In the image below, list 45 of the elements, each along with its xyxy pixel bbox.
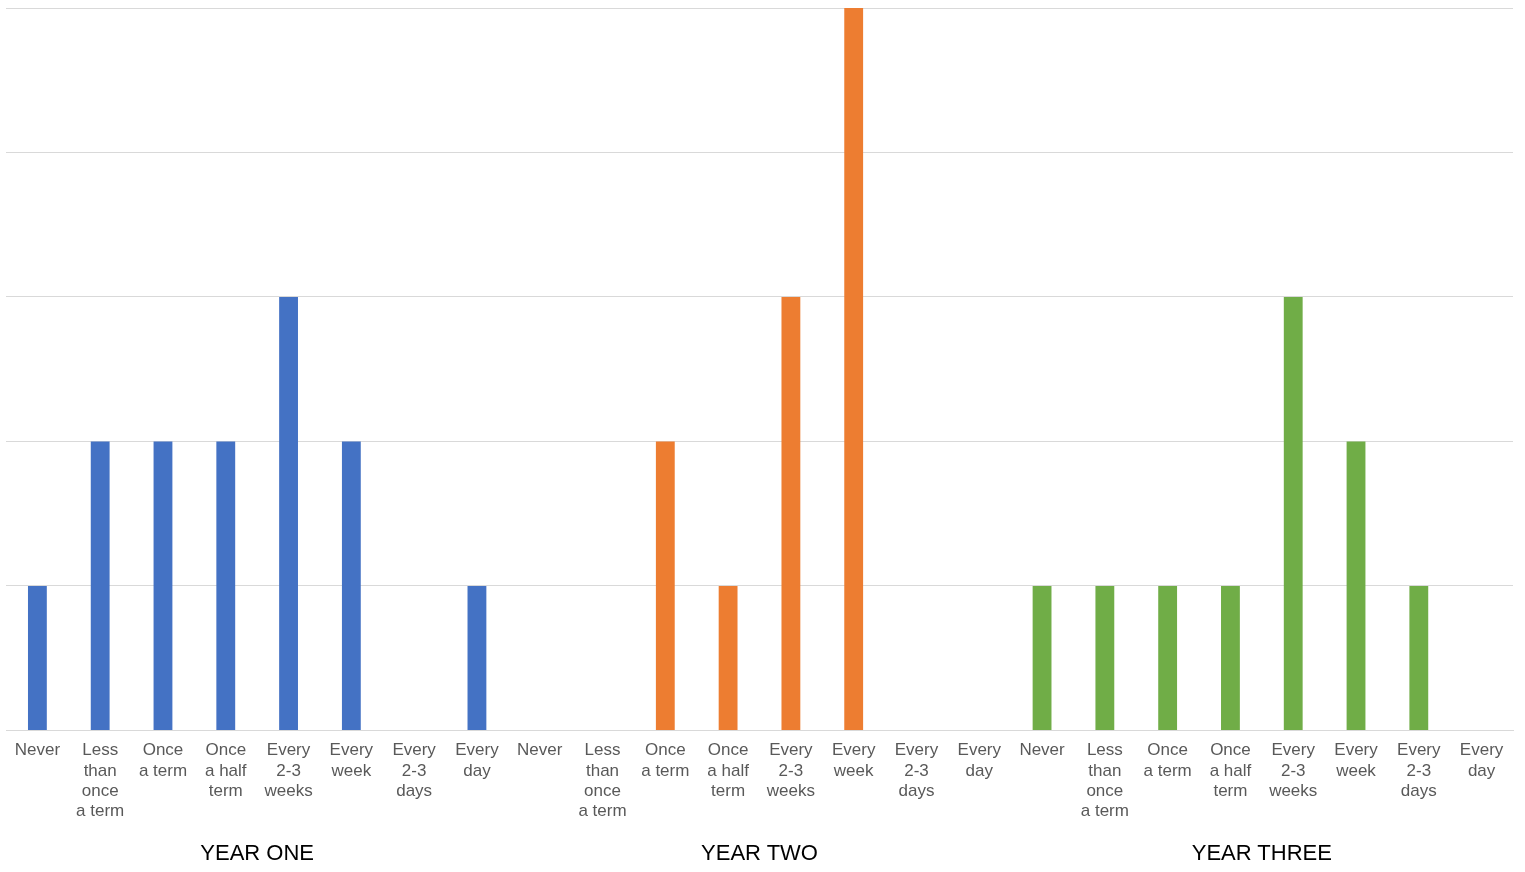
bar — [1095, 585, 1115, 730]
bar — [216, 441, 236, 730]
x-tick-label: Once a term — [1143, 740, 1192, 780]
bar — [1221, 585, 1240, 730]
bar — [90, 441, 110, 730]
text: YEAR TWO — [701, 840, 818, 865]
x-tick-label: Never — [1019, 740, 1066, 760]
x-tick-label: Once a half term — [707, 740, 750, 801]
bar — [1283, 296, 1303, 730]
x-tick-label: Less than once a term — [578, 740, 627, 821]
bar — [781, 296, 801, 730]
x-tick-label: Every 2-3 days — [894, 740, 939, 801]
bar — [1032, 585, 1052, 730]
x-tick-label: Once a half term — [204, 740, 247, 801]
x-tick-label: Every day — [957, 740, 1002, 780]
x-tick-label: Every week — [1334, 740, 1379, 780]
x-tick-label: Every 2-3 weeks — [263, 740, 313, 801]
x-tick-label: Once a term — [138, 740, 188, 780]
bar — [467, 585, 487, 730]
bar — [279, 296, 298, 730]
bar — [27, 585, 47, 730]
x-tick-label: Never — [14, 740, 61, 760]
bar — [153, 441, 173, 730]
x-tick-label: Every 2-3 days — [1397, 740, 1442, 801]
text: YEAR ONE — [200, 840, 315, 865]
x-tick-label: Once a half term — [1209, 740, 1252, 801]
x-tick-label: Every day — [455, 740, 500, 780]
text: YEAR THREE — [1191, 840, 1332, 865]
bar — [1158, 585, 1178, 730]
bar — [844, 8, 864, 730]
bar — [718, 585, 738, 730]
x-tick-label: Less than once a term — [76, 740, 125, 821]
x-tick-label: Never — [517, 740, 563, 760]
x-tick-label: Every 2-3 days — [392, 740, 437, 801]
bar — [1346, 441, 1366, 730]
x-tick-label: Less than once a term — [1080, 740, 1129, 821]
x-tick-label: Every 2-3 weeks — [1268, 740, 1318, 801]
x-tick-label: Every week — [831, 740, 876, 780]
x-tick-label: Every week — [329, 740, 374, 780]
x-tick-label: Every 2-3 weeks — [765, 740, 815, 801]
bar — [655, 441, 675, 730]
bar — [341, 441, 361, 730]
x-tick-label: Every day — [1459, 740, 1504, 780]
x-tick-label: Once a term — [641, 740, 690, 780]
bar — [1409, 585, 1429, 730]
